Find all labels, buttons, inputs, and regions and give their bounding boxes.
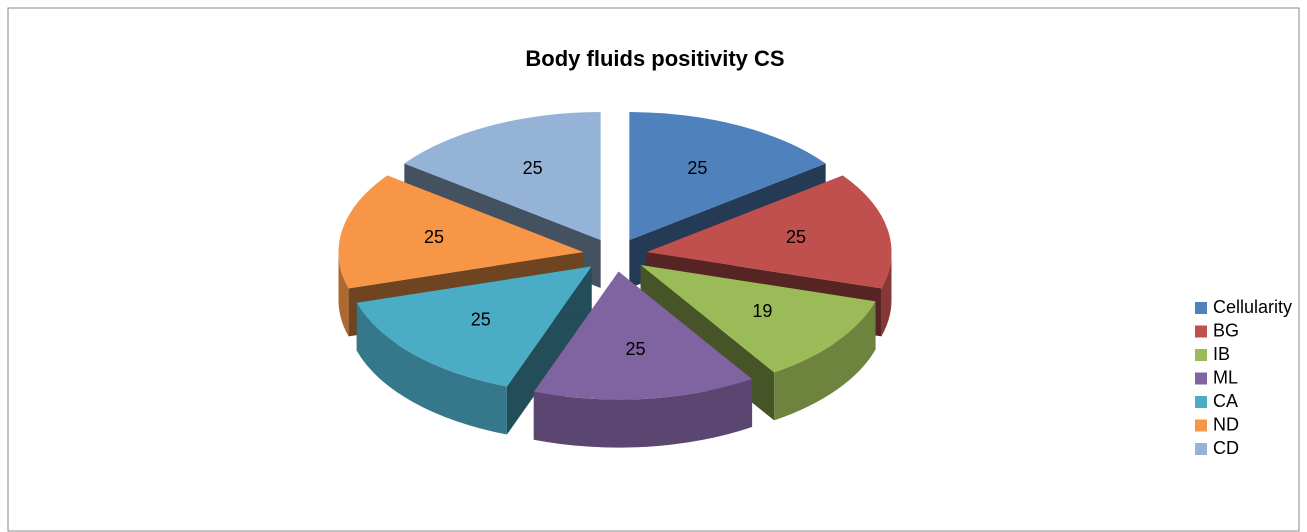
legend-label: CA (1213, 391, 1238, 411)
slice-side (356, 302, 507, 435)
legend-swatch (1195, 372, 1207, 385)
slice-top (338, 175, 584, 289)
legend-label: BG (1213, 320, 1239, 340)
legend-swatch (1195, 349, 1207, 361)
slice: 25 (356, 266, 592, 435)
slice-side (774, 301, 876, 421)
data-label: 25 (424, 227, 444, 247)
legend-swatch (1195, 419, 1207, 432)
data-label: 25 (523, 158, 543, 178)
slice-side (881, 252, 892, 337)
legend-swatch (1195, 302, 1207, 314)
data-label: 25 (471, 309, 491, 329)
legend-label: CD (1213, 438, 1239, 458)
slice-top (356, 266, 592, 387)
legend-label: ML (1213, 367, 1238, 387)
data-label: 25 (625, 339, 645, 359)
legend-swatch (1195, 443, 1207, 455)
slice-top (404, 112, 601, 241)
data-label: 25 (786, 227, 806, 247)
slice-side (533, 378, 753, 448)
legend-swatch (1195, 325, 1207, 338)
legend-label: ND (1213, 414, 1239, 434)
slice-top (533, 271, 753, 400)
slice-top (640, 265, 876, 373)
legend: Cellularity BG IB ML CA ND CD (1195, 297, 1292, 458)
slice: 25 (533, 271, 753, 448)
chart-title: Body fluids positivity CS (525, 46, 784, 71)
slice-top (646, 175, 892, 289)
legend-label: Cellularity (1213, 297, 1292, 317)
data-label: 25 (687, 158, 707, 178)
pie: 25 25 25 25 19 25 25 (338, 112, 892, 448)
slice-top (629, 112, 826, 241)
slice-side (338, 252, 349, 337)
legend-swatch (1195, 396, 1207, 408)
legend-label: IB (1213, 344, 1230, 364)
data-label: 19 (752, 301, 772, 321)
